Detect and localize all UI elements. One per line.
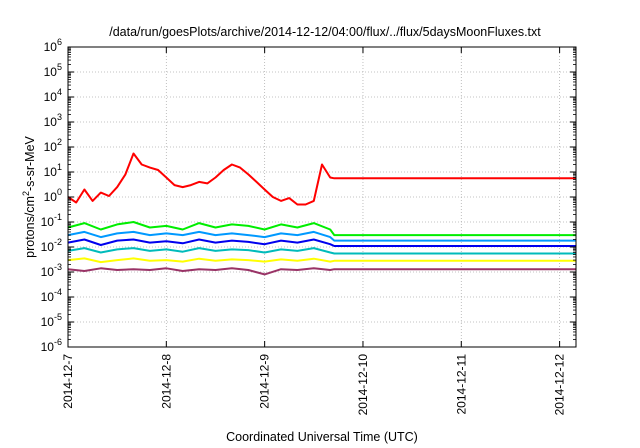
y-axis-label-superscript: 2 <box>21 191 31 196</box>
series-line-3 <box>67 230 576 242</box>
series-line-1 <box>67 152 576 206</box>
y-tick-label-exponent: -5 <box>54 312 62 322</box>
y-tick-label-base: 10 <box>41 315 55 329</box>
x-tick-label: 2014-12-12 <box>553 354 567 416</box>
y-tick-label-base: 10 <box>44 115 58 129</box>
y-tick-label-exponent: 2 <box>57 137 62 147</box>
series-group <box>67 152 576 276</box>
y-tick-label: 10-4 <box>41 287 62 304</box>
y-tick-label: 100 <box>44 187 62 204</box>
series-line-4 <box>67 238 576 247</box>
y-tick-label: 10-6 <box>41 337 62 354</box>
y-tick-label-base: 10 <box>44 40 58 54</box>
y-tick-label: 103 <box>44 112 62 129</box>
x-tick-label: 2014-12-9 <box>258 354 272 409</box>
y-tick-label-base: 10 <box>44 190 58 204</box>
y-tick-label-exponent: -6 <box>54 337 62 347</box>
y-tick-label-exponent: -1 <box>54 212 62 222</box>
y-tick-label: 104 <box>44 87 62 104</box>
y-tick-label-exponent: 6 <box>57 37 62 47</box>
y-tick-label-base: 10 <box>41 340 55 354</box>
y-tick-label-base: 10 <box>44 140 58 154</box>
y-tick-label-exponent: 5 <box>57 62 62 72</box>
x-tick-label: 2014-12-8 <box>159 354 173 409</box>
y-tick-label-base: 10 <box>41 240 55 254</box>
y-tick-labels: 10610510410310210110010-110-210-310-410-… <box>41 37 62 354</box>
x-tick-label: 2014-12-7 <box>61 354 75 409</box>
chart-title: /data/run/goesPlots/archive/2014-12-12/0… <box>109 25 541 39</box>
y-tick-label-exponent: -2 <box>54 237 62 247</box>
series-line-6 <box>67 257 576 264</box>
y-tick-label-base: 10 <box>44 165 58 179</box>
x-tick-label: 2014-12-11 <box>454 354 468 415</box>
series-line-2 <box>67 221 576 237</box>
y-tick-label: 10-3 <box>41 262 62 279</box>
y-tick-label: 105 <box>44 62 62 79</box>
y-tick-label-exponent: 1 <box>57 162 62 172</box>
y-tick-label-exponent: 0 <box>57 187 62 197</box>
series-line-7 <box>67 267 576 276</box>
series-line-5 <box>67 247 576 255</box>
y-tick-label-base: 10 <box>44 90 58 104</box>
axis-ticks <box>67 46 576 348</box>
y-axis-label-part: -s-sr-MeV <box>23 135 37 191</box>
y-tick-label-exponent: -4 <box>54 287 62 297</box>
y-tick-label: 106 <box>44 37 62 54</box>
x-axis-label: Coordinated Universal Time (UTC) <box>226 430 418 444</box>
y-tick-label-base: 10 <box>41 290 55 304</box>
x-tick-labels: 2014-12-7 2014-12-8 2014-12-9 2014-12-10 201… <box>61 354 567 416</box>
y-tick-label-exponent: 4 <box>57 87 62 97</box>
y-axis-label: protons/cm2-s-sr-MeV <box>21 135 37 257</box>
y-tick-label-base: 10 <box>41 265 55 279</box>
x-tick-label: 2014-12-10 <box>356 354 370 416</box>
y-tick-label: 10-2 <box>41 237 62 254</box>
y-tick-label: 10-5 <box>41 312 62 329</box>
y-tick-label-exponent: 3 <box>57 112 62 122</box>
y-tick-label: 102 <box>44 137 62 154</box>
y-tick-label-base: 10 <box>44 65 58 79</box>
y-tick-label-base: 10 <box>41 215 55 229</box>
y-axis-label-part: protons/cm <box>23 196 37 258</box>
y-tick-label: 10-1 <box>41 212 62 229</box>
y-tick-label: 101 <box>44 162 62 179</box>
y-tick-label-exponent: -3 <box>54 262 62 272</box>
